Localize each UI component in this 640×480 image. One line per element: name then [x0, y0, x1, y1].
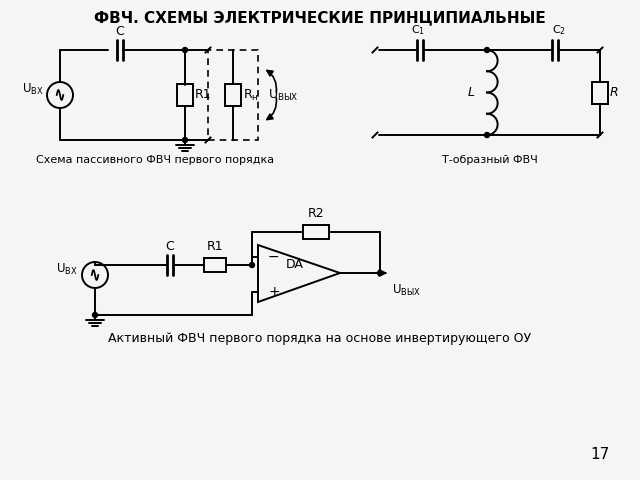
Bar — [204, 258, 226, 272]
Text: +: + — [268, 285, 280, 299]
Circle shape — [484, 132, 490, 137]
Text: U$_{\mathsf{ВЫХ}}$: U$_{\mathsf{ВЫХ}}$ — [392, 283, 421, 298]
Text: DA: DA — [286, 259, 304, 272]
Text: L: L — [468, 86, 475, 99]
Text: Схема пассивного ФВЧ первого порядка: Схема пассивного ФВЧ первого порядка — [36, 155, 274, 165]
Text: C$_2$: C$_2$ — [552, 23, 566, 37]
Text: R: R — [610, 86, 619, 99]
Circle shape — [250, 263, 255, 267]
Bar — [177, 84, 193, 106]
Bar — [225, 84, 241, 106]
Text: R1: R1 — [207, 240, 223, 253]
Text: −: − — [268, 250, 280, 264]
Text: U$_{\mathsf{ВХ}}$: U$_{\mathsf{ВХ}}$ — [22, 82, 44, 96]
Bar — [592, 82, 608, 104]
Bar — [303, 225, 329, 239]
Text: 17: 17 — [591, 447, 610, 462]
Circle shape — [93, 312, 97, 317]
Text: R$_{\mathsf{н}}$: R$_{\mathsf{н}}$ — [243, 87, 259, 103]
Text: Активный ФВЧ первого порядка на основе инвертирующего ОУ: Активный ФВЧ первого порядка на основе и… — [108, 332, 532, 345]
Circle shape — [182, 48, 188, 52]
Text: U$_{\mathsf{ВХ}}$: U$_{\mathsf{ВХ}}$ — [56, 262, 78, 276]
Circle shape — [484, 48, 490, 52]
Circle shape — [182, 137, 188, 143]
Text: ФВЧ. СХЕМЫ ЭЛЕКТРИЧЕСКИЕ ПРИНЦИПИАЛЬНЫЕ: ФВЧ. СХЕМЫ ЭЛЕКТРИЧЕСКИЕ ПРИНЦИПИАЛЬНЫЕ — [94, 10, 546, 25]
Text: C: C — [116, 25, 124, 38]
Text: U$_{\mathsf{ВЫХ}}$: U$_{\mathsf{ВЫХ}}$ — [268, 87, 299, 103]
Text: Т-образный ФВЧ: Т-образный ФВЧ — [442, 155, 538, 165]
Text: C$_1$: C$_1$ — [411, 23, 425, 37]
Circle shape — [378, 271, 383, 276]
Text: R1: R1 — [195, 88, 212, 101]
Text: C: C — [166, 240, 174, 253]
Text: R2: R2 — [308, 207, 324, 220]
